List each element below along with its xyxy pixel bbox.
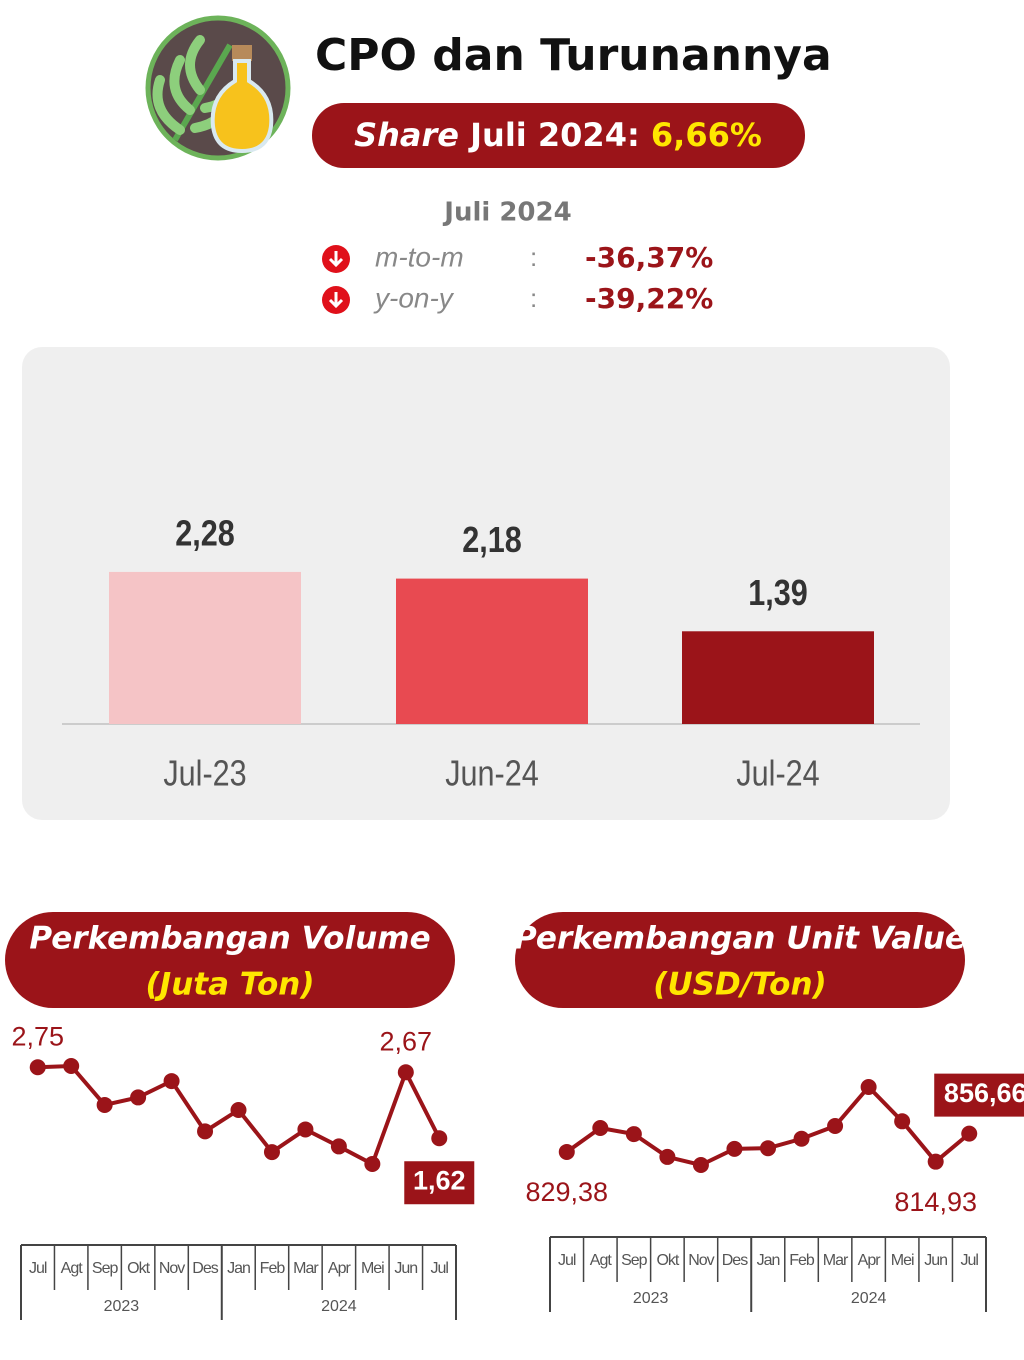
x-tick-label: Agt: [61, 1260, 84, 1277]
x-tick-label: Nov: [159, 1260, 185, 1277]
x-tick-label: Jan: [227, 1260, 250, 1277]
bar: [682, 631, 874, 724]
x-tick-label: Jul-24: [736, 754, 819, 794]
value-label: 856,66: [944, 1078, 1024, 1108]
x-tick-label: Jun: [394, 1260, 417, 1277]
point: [692, 1157, 709, 1173]
point: [726, 1140, 743, 1157]
share-text: Share Juli 2024: 6,66%: [354, 116, 762, 154]
x-tick-label: Mar: [293, 1260, 319, 1277]
x-group-label: 2023: [633, 1290, 669, 1307]
x-tick-label: Jul-23: [163, 754, 246, 794]
x-tick-label: Des: [722, 1252, 748, 1269]
point: [592, 1120, 609, 1137]
x-tick-label: Sep: [92, 1260, 119, 1277]
title-pill: [5, 912, 455, 1008]
point: [163, 1073, 180, 1090]
title: CPO dan Turunannya: [315, 30, 832, 81]
value-label-box: [934, 1073, 1024, 1117]
point: [625, 1126, 642, 1143]
point: [63, 1058, 80, 1074]
x-tick-label: Okt: [656, 1252, 679, 1269]
x-tick-label: Jul: [431, 1260, 449, 1277]
bar-value-label: 2,18: [462, 521, 522, 561]
point: [431, 1130, 448, 1147]
point: [297, 1121, 314, 1138]
point: [760, 1140, 776, 1157]
summary-value: -36,37%: [585, 241, 713, 274]
x-tick-label: Sep: [621, 1252, 648, 1269]
x-tick-label: Jun: [924, 1252, 947, 1269]
point: [558, 1143, 575, 1160]
x-group-label: 2024: [851, 1290, 887, 1307]
chart-subtitle: (USD/Ton): [653, 967, 826, 1003]
point: [397, 1064, 414, 1081]
value-label: 2,75: [11, 1021, 64, 1051]
x-tick-label: Jul: [558, 1252, 576, 1269]
x-tick-label: Jan: [757, 1252, 780, 1269]
x-tick-label: Apr: [858, 1252, 882, 1269]
down-arrow: [328, 251, 344, 268]
x-tick-label: Feb: [260, 1260, 286, 1277]
summary-period: Juli 2024: [442, 198, 571, 228]
point: [230, 1101, 247, 1118]
bar-value-label: 1,39: [748, 574, 808, 614]
value-label: 814,93: [894, 1187, 977, 1217]
x-tick-label: Apr: [328, 1260, 352, 1277]
value-label: 1,62: [413, 1165, 466, 1195]
x-tick-label: Okt: [127, 1260, 150, 1277]
point: [330, 1138, 347, 1155]
x-tick-label: Mar: [823, 1252, 849, 1269]
point: [364, 1156, 381, 1172]
share-word: Share: [354, 116, 459, 154]
point: [96, 1096, 113, 1113]
point: [894, 1113, 911, 1130]
x-tick-label: Mei: [891, 1252, 914, 1269]
value-label-box: [404, 1161, 475, 1205]
point: [961, 1125, 978, 1142]
point: [927, 1153, 944, 1170]
x-tick-label: Feb: [789, 1252, 815, 1269]
chart-title: Perkembangan Volume: [29, 921, 430, 957]
x-tick-label: Nov: [688, 1252, 714, 1269]
x-tick-label: Jul: [29, 1260, 47, 1277]
x-group-label: 2024: [321, 1298, 357, 1315]
summary-label: y-on-y: [373, 282, 455, 313]
point: [130, 1089, 147, 1106]
share-pill: [312, 103, 805, 168]
bar: [109, 571, 301, 724]
value-label: 2,67: [380, 1026, 433, 1056]
chart-title: Perkembangan Unit Value: [514, 921, 966, 957]
bar-value-label: 2,28: [175, 514, 235, 554]
point: [659, 1148, 676, 1165]
icon: [145, 15, 291, 161]
x-tick-label: Mei: [361, 1260, 384, 1277]
x-tick-label: Jul: [961, 1252, 979, 1269]
point: [29, 1059, 46, 1076]
bar: [396, 578, 588, 724]
point: [793, 1130, 810, 1147]
point: [263, 1144, 280, 1161]
x-group-label: 2023: [104, 1298, 140, 1315]
summary-label: m-to-m: [375, 241, 464, 272]
title-pill: [515, 912, 965, 1008]
x-tick-label: Agt: [590, 1252, 613, 1269]
x-tick-label: Des: [192, 1260, 218, 1277]
point: [827, 1118, 844, 1134]
down-arrow: [328, 292, 344, 309]
share-value: 6,66%: [651, 116, 762, 154]
summary-separator: :: [530, 242, 537, 272]
chart-subtitle: (Juta Ton): [146, 967, 315, 1003]
point: [860, 1079, 877, 1095]
summary-value: -39,22%: [585, 282, 713, 315]
value-label: 829,38: [525, 1177, 608, 1207]
point: [197, 1123, 214, 1140]
x-tick-label: Jun-24: [445, 754, 539, 794]
summary-separator: :: [530, 283, 537, 313]
share-period: Juli 2024:: [468, 116, 640, 154]
